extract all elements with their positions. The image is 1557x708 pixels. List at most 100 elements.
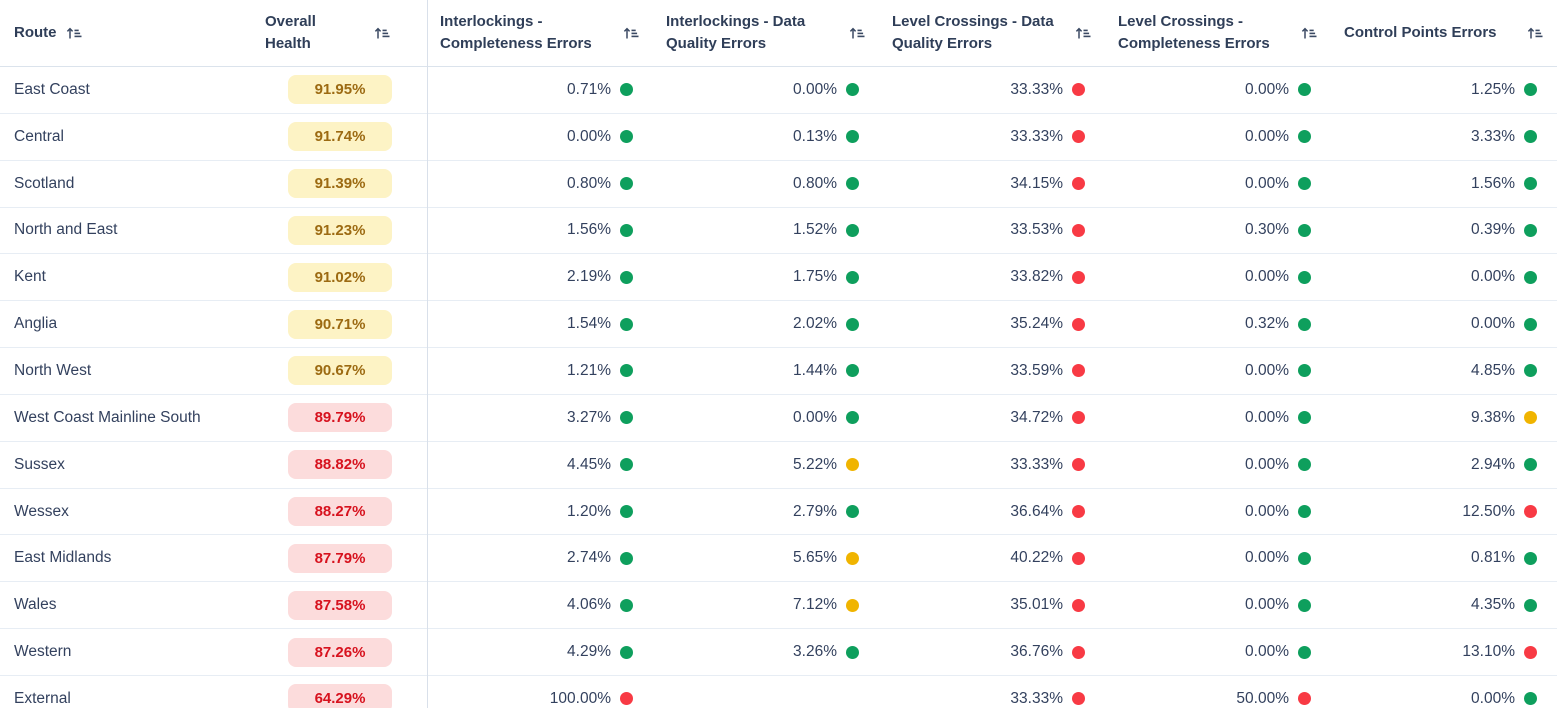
status-dot [1298,458,1311,472]
route-cell: North and East [0,221,265,239]
sort-icon [374,27,390,38]
metric-value: 2.74% [567,549,611,567]
metric-cell: 0.00% [1105,456,1331,474]
metric-cell: 0.39% [1331,221,1557,239]
column-header-level-crossings-data-quality[interactable]: Level Crossings - Data Quality Errors [879,11,1105,56]
metric-value: 2.79% [793,502,837,520]
metric-cell: 2.94% [1331,456,1557,474]
metric-cell: 0.80% [653,175,879,193]
metric-cell: 0.00% [1105,362,1331,380]
route-cell: North West [0,362,265,380]
route-name: North and East [14,221,118,239]
column-header-label: Control Points Errors [1344,23,1497,41]
metric-cell: 35.01% [879,596,1105,614]
metric-value: 36.64% [1010,502,1063,520]
table-header: Route Overall Health Interlockings - Com… [0,0,1557,67]
metric-value: 0.00% [1245,174,1289,192]
metric-cell: 0.00% [1105,81,1331,99]
route-name: East Coast [14,80,90,98]
metric-cell: 0.80% [427,175,653,193]
route-cell: Kent [0,268,265,286]
table-body: East Coast 91.95% 0.71% 0.00% 33.33% 0.00% 1… [0,67,1557,708]
metric-cell: 1.44% [653,362,879,380]
metric-cell: 4.45% [427,456,653,474]
metric-cell: 3.33% [1331,128,1557,146]
metric-cell: 50.00% [1105,690,1331,708]
route-name: Western [14,643,72,661]
metric-value: 33.59% [1010,361,1063,379]
table-row: Wessex 88.27% 1.20% 2.79% 36.64% 0.00% 12.50… [0,489,1557,536]
status-dot [620,411,633,425]
status-dot [1298,177,1311,191]
status-dot [620,83,633,97]
column-header-control-points[interactable]: Control Points Errors [1331,22,1557,45]
column-header-interlockings-completeness[interactable]: Interlockings - Completeness Errors [427,11,653,56]
metric-value: 9.38% [1471,408,1515,426]
column-header-interlockings-data-quality[interactable]: Interlockings - Data Quality Errors [653,11,879,56]
status-dot [846,551,859,565]
health-badge: 91.39% [288,169,392,199]
metric-cell: 9.38% [1331,409,1557,427]
status-dot [1524,505,1537,519]
status-dot [1072,645,1085,659]
status-dot [1524,551,1537,565]
overall-health-cell: 87.79% [265,543,427,573]
metric-value: 33.33% [1010,689,1063,707]
status-dot [846,177,859,191]
metric-value: 0.00% [1245,549,1289,567]
table-row: Western 87.26% 4.29% 3.26% 36.76% 0.00% 13.1… [0,629,1557,676]
metric-cell: 33.82% [879,268,1105,286]
health-badge: 91.02% [288,262,392,292]
metric-value: 3.27% [567,408,611,426]
metric-value: 0.00% [1245,408,1289,426]
metric-cell: 33.33% [879,690,1105,708]
metric-value: 0.00% [1245,361,1289,379]
metric-cell: 0.00% [1105,268,1331,286]
route-name: Scotland [14,174,75,192]
metric-value: 33.33% [1010,80,1063,98]
status-dot [620,598,633,612]
metric-value: 34.72% [1010,408,1063,426]
metric-value: 33.82% [1010,268,1063,286]
column-header-route[interactable]: Route [0,22,265,45]
table-row: North and East 91.23% 1.56% 1.52% 33.53% 0.… [0,208,1557,255]
status-dot [1072,223,1085,237]
status-dot [846,505,859,519]
metric-cell: 4.06% [427,596,653,614]
status-dot [1524,364,1537,378]
status-dot [1072,598,1085,612]
metric-cell: 34.72% [879,409,1105,427]
route-name: Sussex [14,455,65,473]
metric-value: 50.00% [1236,689,1289,707]
health-badge: 90.67% [288,356,392,386]
metric-value: 0.39% [1471,221,1515,239]
metric-value: 0.00% [1245,268,1289,286]
metric-value: 3.26% [793,643,837,661]
status-dot [620,364,633,378]
health-badge: 88.27% [288,497,392,527]
status-dot [1524,130,1537,144]
column-header-overall-health[interactable]: Overall Health [265,11,427,56]
status-dot [1072,411,1085,425]
metric-cell: 0.00% [653,81,879,99]
route-name: Wales [14,596,57,614]
metric-cell: 5.22% [653,456,879,474]
status-dot [846,411,859,425]
health-badge: 91.95% [288,75,392,105]
status-dot [1298,364,1311,378]
table-row: Sussex 88.82% 4.45% 5.22% 33.33% 0.00% 2.94% [0,442,1557,489]
status-dot [1072,551,1085,565]
metric-value: 33.53% [1010,221,1063,239]
metric-value: 7.12% [793,596,837,614]
column-header-level-crossings-completeness[interactable]: Level Crossings - Completeness Errors [1105,11,1331,56]
overall-health-cell: 88.27% [265,497,427,527]
metric-cell: 0.00% [1105,503,1331,521]
metric-value: 5.22% [793,455,837,473]
route-cell: Central [0,128,265,146]
metric-cell: 33.33% [879,81,1105,99]
status-dot [620,177,633,191]
column-header-label: Overall Health [265,12,316,53]
health-badge: 91.74% [288,122,392,152]
status-dot [1524,223,1537,237]
